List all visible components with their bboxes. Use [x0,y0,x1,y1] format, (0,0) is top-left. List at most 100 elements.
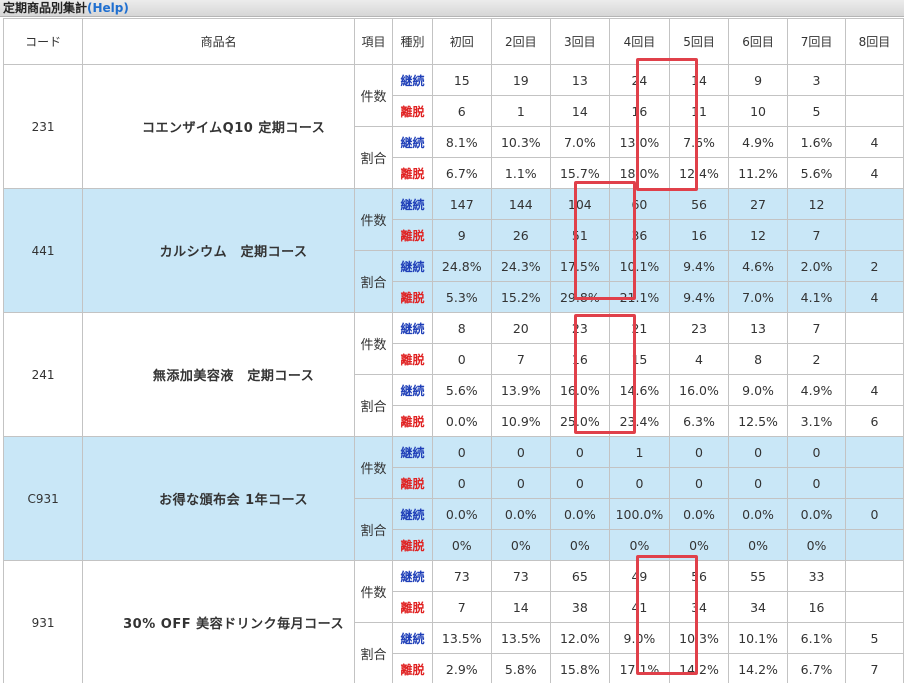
value-cell-round-7: 4.1% [787,281,846,313]
col-header-round-7[interactable]: 7回目 [787,18,846,65]
header-row: コード 商品名 項目 種別 初回 2回目 3回目 4回目 5回目 6回目 7回目… [2,18,904,65]
table-row: 割合 継続 24.8% 24.3% 17.5% 10.1% 9.4% 4.6% 2.0% 2 [4,250,904,313]
value-cell-round-2: 1.1% [490,157,551,189]
value-cell-round-6: 55 [728,560,789,592]
item-label: 件数 [353,312,394,375]
kind-continue-label: 継続 [392,64,433,96]
value-cell-round-2: 26 [490,219,551,251]
item-label: 件数 [353,188,394,251]
value-cell-round-3: 15.7% [549,157,610,189]
value-cell-round-3: 0% [549,529,610,561]
value-cell-round-5: 4 [668,343,730,375]
value-cell-round-5: 56 [668,188,730,220]
value-cell-round-3: 16.0% [549,374,610,406]
col-header-round-6[interactable]: 6回目 [728,18,789,65]
value-cell-round-7: 12 [787,188,846,220]
product-name: 無添加美容液 定期コース [82,312,355,437]
value-cell-round-3: 38 [549,591,610,623]
table-row: 割合 継続 8.1% 10.3% 7.0% 13.0% 7.6% 4.9% 1.6% 4 [4,126,904,189]
value-cell-round-1: 15 [431,64,492,96]
value-cell-round-2: 15.2% [490,281,551,313]
value-cell-round-6: 11.2% [728,157,789,189]
value-cell-round-2: 13.9% [490,374,551,406]
value-cell-round-1: 0 [431,436,492,468]
value-cell-round-3: 25.0% [549,405,610,437]
col-header-product-name[interactable]: 商品名 [82,18,355,65]
table-row: 割合 継続 13.5% 13.5% 12.0% 9.0% 10.3% 10.1% 6.1% 5 [4,622,904,683]
value-cell-round-3: 104 [549,188,610,220]
col-header-kind[interactable]: 種別 [392,18,433,65]
value-cell-round-5: 0 [668,467,730,499]
value-cell-round-6: 8 [728,343,789,375]
value-cell-round-1: 0 [431,343,492,375]
product-code: 231 [2,64,84,189]
value-cell-round-4: 0 [608,467,671,499]
value-cell-round-7: 5.6% [787,157,846,189]
value-cell-round-3: 65 [549,560,610,592]
value-cell-round-3: 14 [549,95,610,127]
value-cell-round-1: 0.0% [431,405,492,437]
table-row: 離脱 6 1 14 16 11 10 5 [4,95,904,127]
value-cell-round-7: 3 [787,64,846,96]
col-header-round-4[interactable]: 4回目 [608,18,671,65]
col-header-round-3[interactable]: 3回目 [549,18,610,65]
col-header-round-5[interactable]: 5回目 [668,18,730,65]
value-cell-round-4: 13.0% [608,126,671,158]
summary-table: コード 商品名 項目 種別 初回 2回目 3回目 4回目 5回目 6回目 7回目… [2,18,904,683]
value-cell-round-8: 5 [844,622,904,654]
product-code: 441 [2,188,84,313]
value-cell-round-8 [844,343,904,375]
window-title: 定期商品別集計 [3,1,88,15]
col-header-round-2[interactable]: 2回目 [490,18,551,65]
value-cell-round-4: 1 [608,436,671,468]
value-cell-round-1: 73 [431,560,492,592]
col-header-round-1[interactable]: 初回 [431,18,492,65]
kind-exit-label: 離脱 [392,405,433,437]
value-cell-round-8 [844,219,904,251]
value-cell-round-1: 0.0% [431,498,492,530]
value-cell-round-6: 7.0% [728,281,789,313]
col-header-code[interactable]: コード [2,18,84,65]
value-cell-round-4: 36 [608,219,671,251]
value-cell-round-5: 23 [668,312,730,344]
product-code: 241 [2,312,84,437]
item-label: 割合 [353,126,394,189]
value-cell-round-5: 14 [668,64,730,96]
kind-exit-label: 離脱 [392,529,433,561]
table-row: 割合 継続 0.0% 0.0% 0.0% 100.0% 0.0% 0.0% 0.0% 0 [4,498,904,561]
kind-continue-label: 継続 [392,250,433,282]
value-cell-round-7: 2 [787,343,846,375]
value-cell-round-5: 6.3% [668,405,730,437]
value-cell-round-4: 14.6% [608,374,671,406]
value-cell-round-7: 4.9% [787,374,846,406]
kind-exit-label: 離脱 [392,467,433,499]
item-label: 割合 [353,622,394,683]
value-cell-round-3: 15.8% [549,653,610,683]
value-cell-round-6: 4.9% [728,126,789,158]
value-cell-round-2: 24.3% [490,250,551,282]
kind-continue-label: 継続 [392,498,433,530]
value-cell-round-3: 12.0% [549,622,610,654]
value-cell-round-8 [844,560,904,592]
help-link[interactable]: (Help) [87,1,129,15]
value-cell-round-3: 17.5% [549,250,610,282]
value-cell-round-7: 33 [787,560,846,592]
value-cell-round-7: 3.1% [787,405,846,437]
value-cell-round-6: 12 [728,219,789,251]
item-label: 割合 [353,498,394,561]
value-cell-round-1: 5.6% [431,374,492,406]
col-header-item[interactable]: 項目 [353,18,394,65]
value-cell-round-6: 0 [728,467,789,499]
value-cell-round-6: 34 [728,591,789,623]
value-cell-round-1: 5.3% [431,281,492,313]
value-cell-round-3: 23 [549,312,610,344]
value-cell-round-7: 0.0% [787,498,846,530]
value-cell-round-2: 10.9% [490,405,551,437]
kind-exit-label: 離脱 [392,281,433,313]
value-cell-round-4: 17.1% [608,653,671,683]
value-cell-round-4: 18.0% [608,157,671,189]
col-header-round-8[interactable]: 8回目 [844,18,904,65]
item-label: 件数 [353,64,394,127]
item-label: 割合 [353,374,394,437]
value-cell-round-2: 144 [490,188,551,220]
